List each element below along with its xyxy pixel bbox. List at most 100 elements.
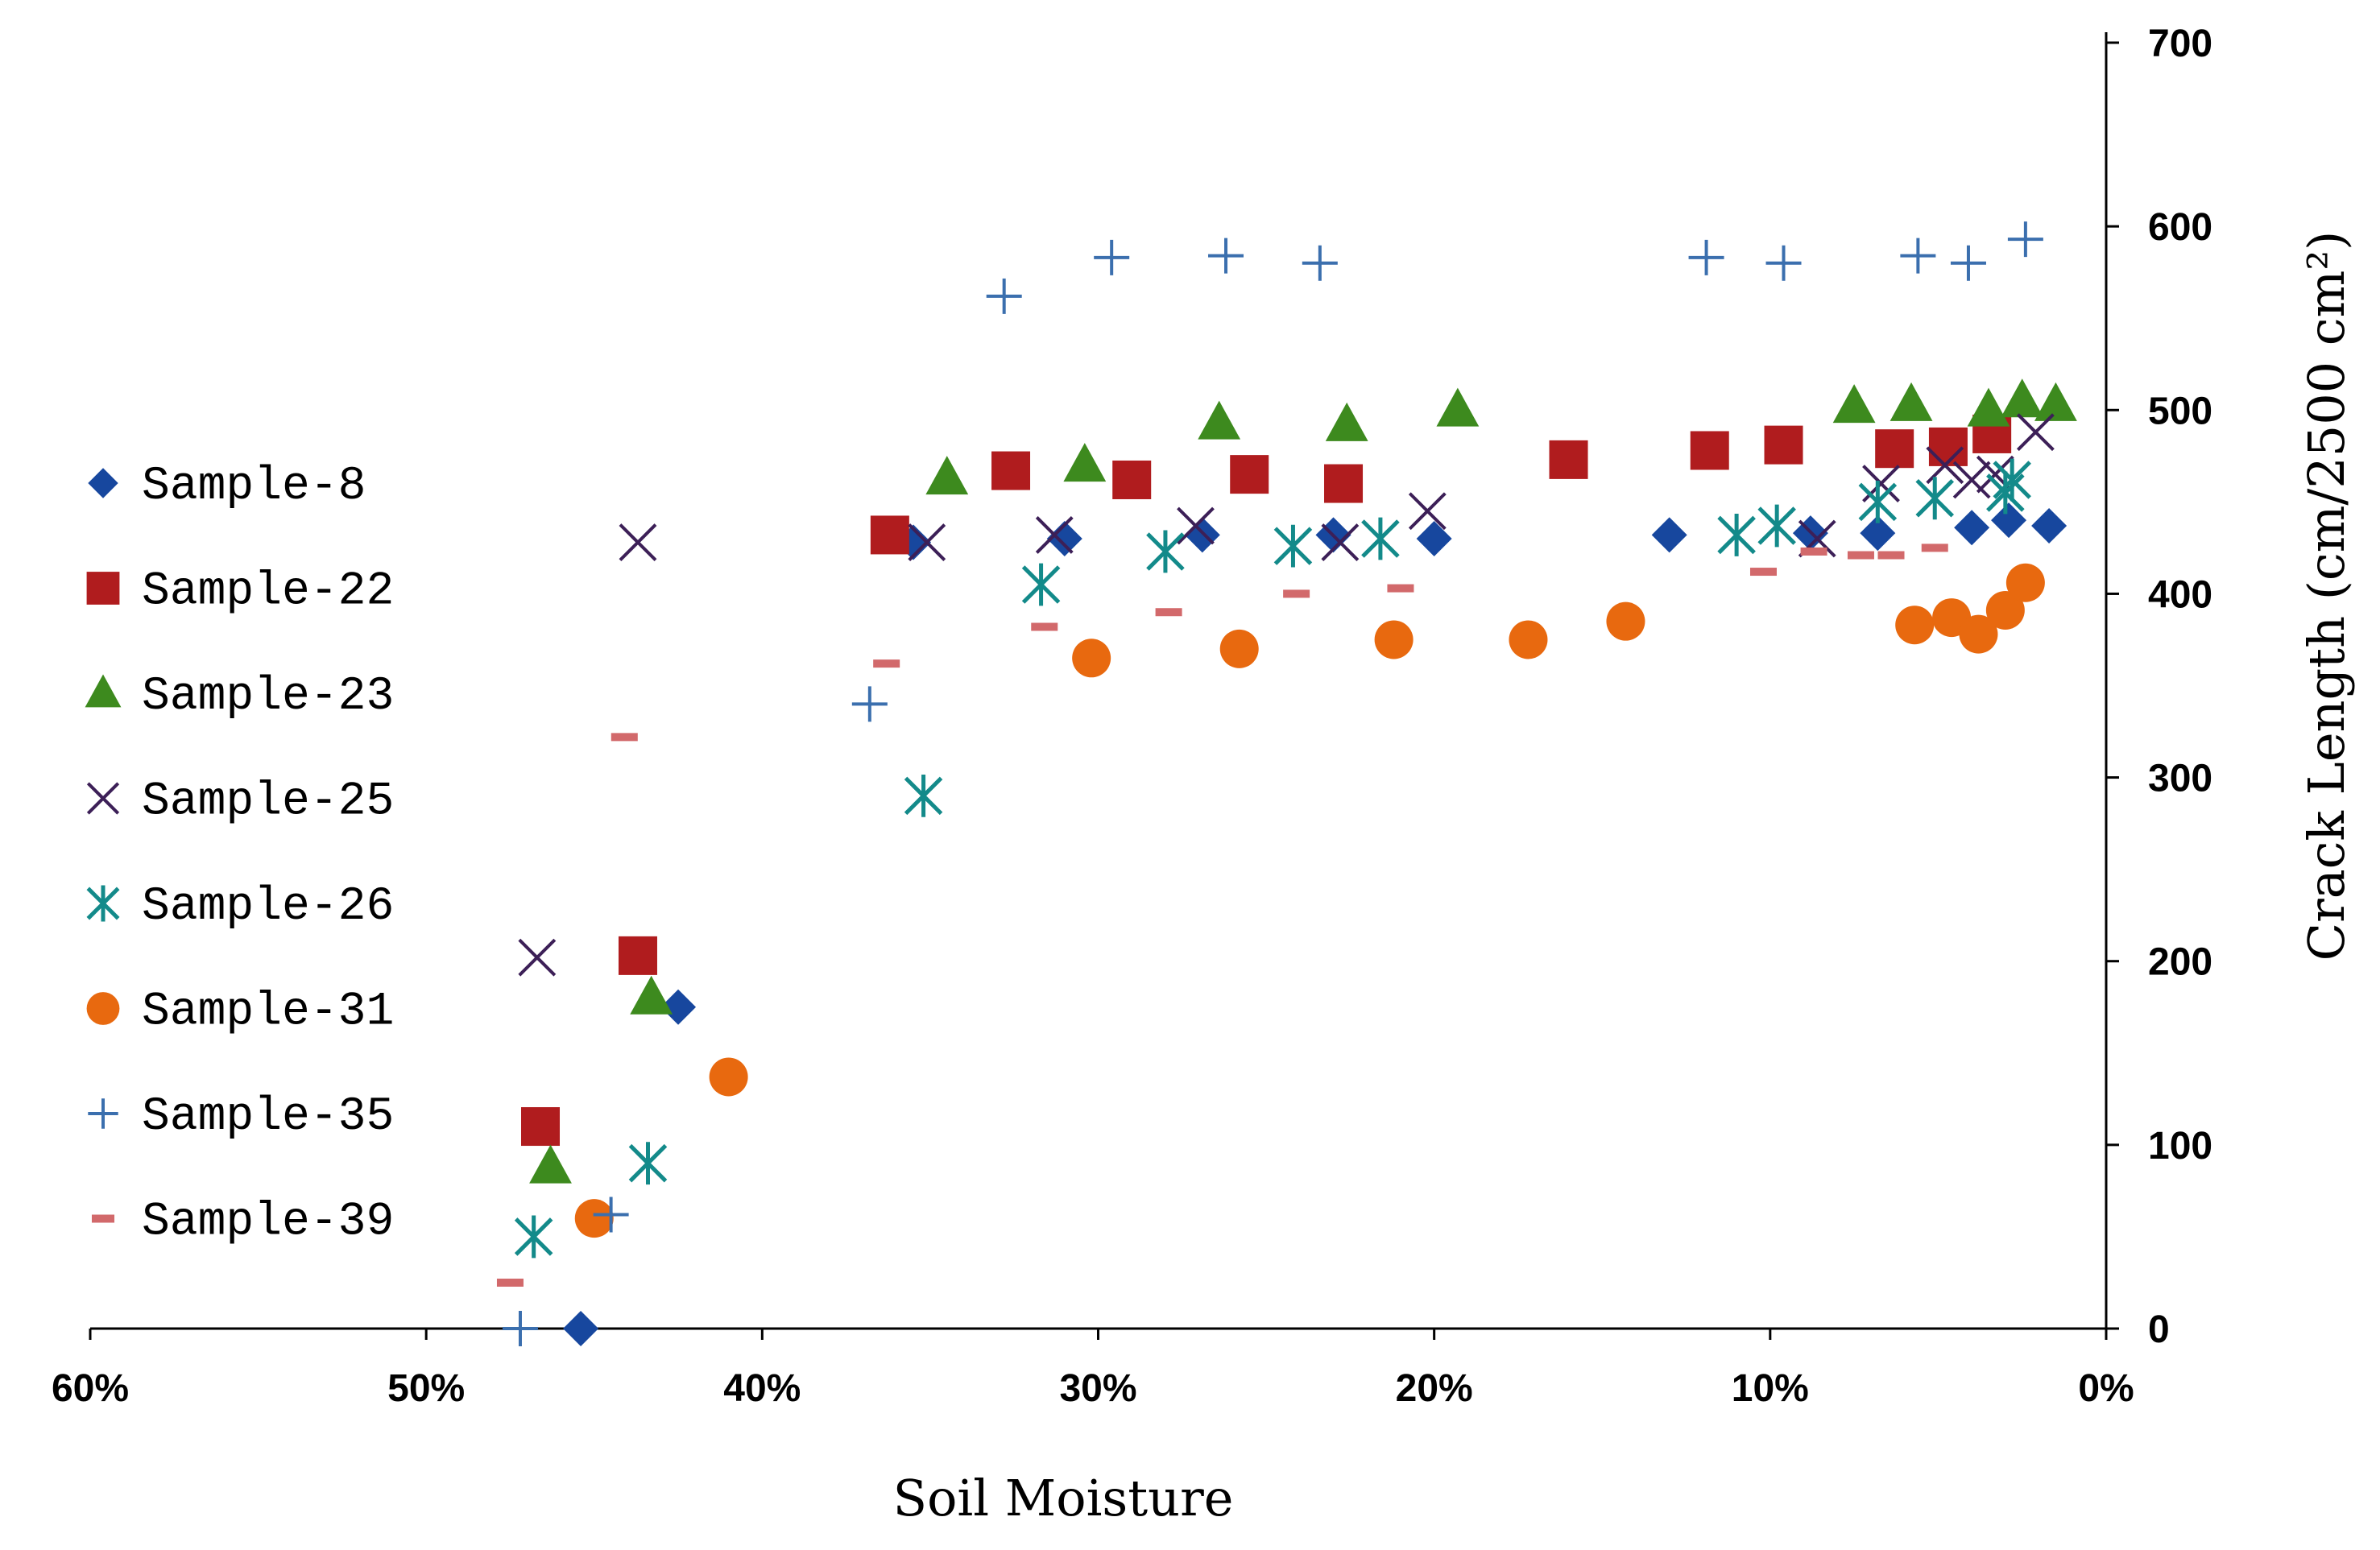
- data-point: [1112, 460, 1152, 499]
- y-tick-label: 600: [2148, 206, 2212, 249]
- data-point: [1324, 464, 1364, 503]
- legend-label: Sample-8: [142, 461, 366, 513]
- data-point: [1985, 590, 2025, 630]
- series-sample-25: [518, 413, 2055, 977]
- legend-label: Sample-26: [142, 881, 394, 933]
- data-point: [1302, 245, 1338, 281]
- data-point: [1690, 431, 1729, 470]
- y-tick-label: 0: [2148, 1308, 2170, 1351]
- data-point: [1952, 461, 1991, 499]
- data-point: [1094, 239, 1130, 275]
- legend-marker: [91, 1214, 115, 1223]
- legend-marker: [86, 782, 120, 815]
- series-sample-39: [496, 544, 1948, 1287]
- data-point: [1325, 402, 1368, 441]
- data-point: [1606, 601, 1645, 641]
- data-point: [2007, 221, 2043, 258]
- data-point: [925, 456, 969, 495]
- data-point: [1021, 563, 1061, 606]
- legend-label: Sample-25: [142, 776, 394, 829]
- data-point: [851, 686, 888, 722]
- data-point: [1374, 620, 1414, 659]
- data-point: [574, 1199, 614, 1238]
- data-point: [529, 1144, 572, 1184]
- series-sample-8: [563, 502, 2067, 1346]
- data-point: [870, 515, 909, 555]
- legend-item: Sample-22: [86, 566, 394, 618]
- legend-item: Sample-35: [88, 1091, 394, 1143]
- data-point: [709, 1057, 748, 1097]
- series-sample-31: [574, 563, 2045, 1238]
- data-point: [1890, 382, 1933, 421]
- data-point: [1549, 440, 1588, 479]
- data-point: [1847, 551, 1874, 560]
- data-point: [1408, 492, 1447, 531]
- data-point: [630, 975, 673, 1015]
- legend-label: Sample-23: [142, 671, 394, 723]
- data-point: [593, 1197, 629, 1233]
- data-point: [496, 1278, 524, 1287]
- legend-marker: [85, 674, 122, 708]
- data-point: [1283, 589, 1310, 598]
- legend-item: Sample-26: [86, 881, 394, 933]
- series-sample-22: [521, 414, 2012, 1147]
- legend-marker: [86, 992, 120, 1025]
- data-point: [908, 523, 946, 561]
- legend-marker: [88, 468, 118, 498]
- data-point: [1361, 517, 1400, 560]
- x-tick-label: 0%: [2078, 1367, 2134, 1410]
- x-tick-label: 30%: [1059, 1367, 1136, 1410]
- x-tick-label: 60%: [52, 1367, 129, 1410]
- data-point: [1991, 502, 2027, 539]
- legend-item: Sample-39: [91, 1197, 394, 1249]
- data-point: [1860, 515, 1896, 552]
- legend-item: Sample-23: [85, 671, 394, 723]
- data-point: [1877, 551, 1905, 560]
- legend: Sample-8 Sample-22 Sample-23 Sample-25 Sampl…: [85, 461, 394, 1249]
- data-point: [986, 278, 1022, 314]
- data-point: [1177, 506, 1215, 545]
- legend-item: Sample-8: [88, 461, 366, 513]
- data-point: [611, 733, 638, 742]
- data-point: [521, 1107, 561, 1147]
- y-axis-title: Crack Length (cm/2500 cm²): [2297, 231, 2356, 961]
- data-point: [1184, 517, 1220, 553]
- data-point: [1146, 530, 1185, 573]
- data-point: [619, 523, 657, 561]
- data-point: [1875, 429, 1914, 469]
- y-tick-label: 700: [2148, 23, 2212, 65]
- data-point: [618, 936, 657, 975]
- x-tick-label: 20%: [1396, 1367, 1473, 1410]
- data-point: [1800, 547, 1827, 556]
- data-point: [1921, 544, 1948, 552]
- data-point: [1219, 629, 1259, 668]
- data-point: [2034, 382, 2077, 421]
- y-tick-label: 200: [2148, 941, 2212, 984]
- legend-marker: [86, 572, 120, 605]
- data-point: [2001, 378, 2044, 418]
- legend-label: Sample-31: [142, 986, 394, 1039]
- x-axis-title: Soil Moisture: [893, 1469, 1234, 1527]
- y-tick-label: 500: [2148, 390, 2212, 432]
- legend-label: Sample-35: [142, 1091, 394, 1143]
- data-point: [1954, 510, 1990, 546]
- data-point: [1416, 520, 1452, 556]
- x-tick-label: 10%: [1732, 1367, 1809, 1410]
- data-point: [2016, 413, 2055, 452]
- data-point: [873, 659, 900, 668]
- data-point: [1155, 608, 1182, 617]
- legend-item: Sample-25: [86, 776, 394, 829]
- data-point: [1387, 584, 1414, 593]
- data-point: [1717, 514, 1756, 556]
- data-point: [1651, 517, 1687, 553]
- data-point: [502, 1311, 538, 1346]
- data-point: [1832, 384, 1876, 424]
- data-point: [1273, 524, 1313, 568]
- legend-item: Sample-31: [86, 986, 394, 1039]
- data-point: [1986, 471, 2025, 515]
- data-point: [1765, 245, 1802, 281]
- series-sample-35: [502, 221, 2043, 1346]
- data-point: [1950, 245, 1986, 281]
- data-point: [1900, 238, 1936, 274]
- data-point: [1757, 504, 1796, 548]
